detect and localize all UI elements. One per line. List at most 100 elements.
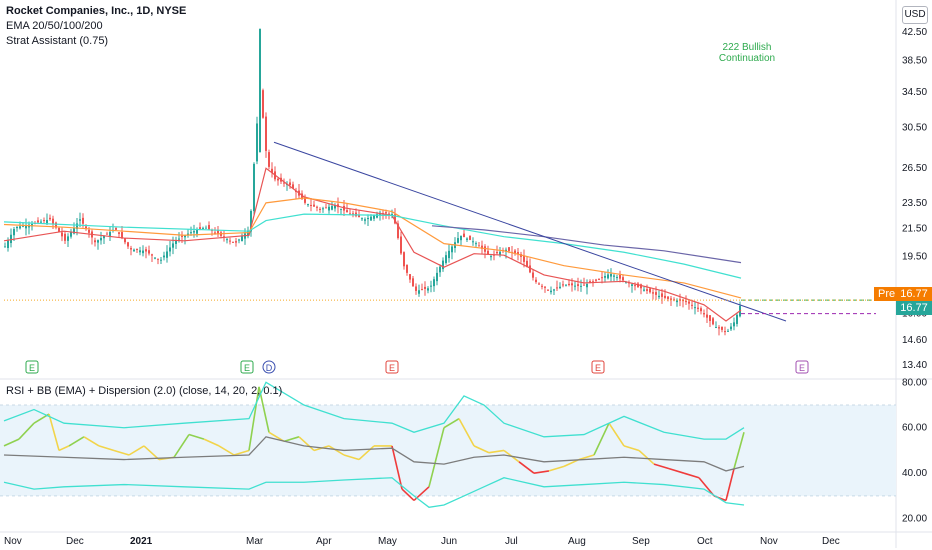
- candle-body: [40, 221, 42, 223]
- rsi-legend: RSI + BB (EMA) + Dispersion (2.0) (close…: [6, 384, 282, 399]
- price-tick-label: 23.50: [902, 198, 927, 209]
- candle-body: [202, 227, 204, 229]
- candle-body: [526, 260, 528, 268]
- rsi-segment: [283, 436, 300, 443]
- candle-body: [532, 272, 534, 278]
- candle-body: [481, 245, 483, 249]
- event-marker-shape: [262, 360, 276, 374]
- candle-body: [457, 238, 459, 243]
- candle-body: [214, 232, 216, 234]
- candle-body: [232, 241, 234, 243]
- candle-body: [154, 257, 156, 259]
- candle-body: [574, 285, 576, 287]
- candle-body: [619, 274, 621, 279]
- candle-body: [289, 182, 291, 186]
- event-marker[interactable]: E: [795, 360, 809, 374]
- candle-body: [127, 242, 129, 247]
- currency-button[interactable]: USD: [902, 6, 928, 24]
- candle-body: [655, 292, 657, 295]
- candle-body: [640, 284, 642, 289]
- event-marker-label: E: [389, 363, 395, 373]
- rsi-tick-label: 20.00: [902, 514, 927, 525]
- event-marker-label: E: [29, 363, 35, 373]
- candle-body: [673, 299, 675, 301]
- candle-body: [448, 250, 450, 259]
- candle-body: [451, 246, 453, 253]
- candle-body: [178, 238, 180, 240]
- candle-body: [568, 283, 570, 286]
- rsi-segment: [358, 445, 375, 461]
- candle-body: [631, 284, 633, 286]
- time-tick-label: Jul: [505, 536, 518, 547]
- rsi-tick-label: 40.00: [902, 468, 927, 479]
- rsi-segment: [98, 445, 115, 452]
- candle-body: [595, 279, 597, 281]
- rsi-segment: [343, 454, 360, 461]
- candle-body: [208, 225, 210, 230]
- candle-body: [205, 227, 207, 229]
- candle-body: [277, 178, 279, 181]
- ema-legend[interactable]: EMA 20/50/100/200: [6, 20, 103, 32]
- candle-body: [376, 214, 378, 218]
- candle-body: [586, 283, 588, 288]
- rsi-segment: [698, 477, 715, 497]
- candle-body: [667, 296, 669, 299]
- rsi-segment: [458, 418, 475, 447]
- rsi-segment: [18, 422, 35, 440]
- rsi-segment: [653, 463, 670, 470]
- event-marker-shape: [795, 360, 809, 374]
- time-tick-label: Dec: [822, 536, 840, 547]
- candle-body: [190, 232, 192, 234]
- rsi-segment: [518, 461, 535, 474]
- candle-body: [385, 212, 387, 214]
- candle-body: [697, 307, 699, 309]
- candle-body: [538, 283, 540, 285]
- candle-body: [664, 295, 666, 298]
- candle-body: [97, 240, 99, 243]
- candle-body: [193, 231, 195, 233]
- candle-body: [559, 286, 561, 289]
- candle-body: [700, 308, 702, 312]
- last-price-badge: 16.77: [896, 301, 932, 315]
- candle-body: [322, 208, 324, 210]
- candle-body: [100, 238, 102, 241]
- rsi-title[interactable]: RSI + BB (EMA) + Dispersion (2.0) (close…: [6, 385, 283, 397]
- annotation-line-2: Continuation: [718, 53, 776, 64]
- candle-body: [292, 184, 294, 189]
- rsi-tick-label: 60.00: [902, 423, 927, 434]
- candle-body: [682, 299, 684, 302]
- candle-body: [187, 233, 189, 235]
- candle-body: [265, 116, 267, 151]
- event-marker[interactable]: E: [385, 360, 399, 374]
- candle-body: [589, 281, 591, 283]
- symbol-title[interactable]: Rocket Companies, Inc., 1D, NYSE: [6, 5, 187, 17]
- candle-body: [142, 250, 144, 254]
- candle-body: [61, 232, 63, 237]
- candle-body: [529, 265, 531, 273]
- event-marker[interactable]: E: [591, 360, 605, 374]
- candle-body: [55, 222, 57, 228]
- candle-body: [478, 245, 480, 247]
- price-tick-label: 19.50: [902, 252, 927, 263]
- candle-body: [118, 232, 120, 234]
- strat-legend[interactable]: Strat Assistant (0.75): [6, 35, 109, 47]
- candle-body: [199, 227, 201, 229]
- candle-body: [22, 225, 24, 227]
- candle-body: [172, 243, 174, 248]
- rsi-segment: [473, 445, 490, 454]
- candle-body: [325, 207, 327, 209]
- time-tick-label: Mar: [246, 536, 264, 547]
- event-marker[interactable]: E: [25, 360, 39, 374]
- rsi-basis-line: [3, 436, 745, 472]
- candle-body: [226, 239, 228, 241]
- candle-body: [160, 259, 162, 261]
- event-marker-label: D: [266, 363, 273, 373]
- time-tick-label: Apr: [316, 536, 332, 547]
- rsi-segment: [733, 432, 745, 469]
- annotation-line-1: 222 Bullish: [722, 42, 772, 53]
- candle-body: [622, 277, 624, 281]
- event-marker[interactable]: E: [240, 360, 254, 374]
- event-marker[interactable]: D: [262, 360, 276, 374]
